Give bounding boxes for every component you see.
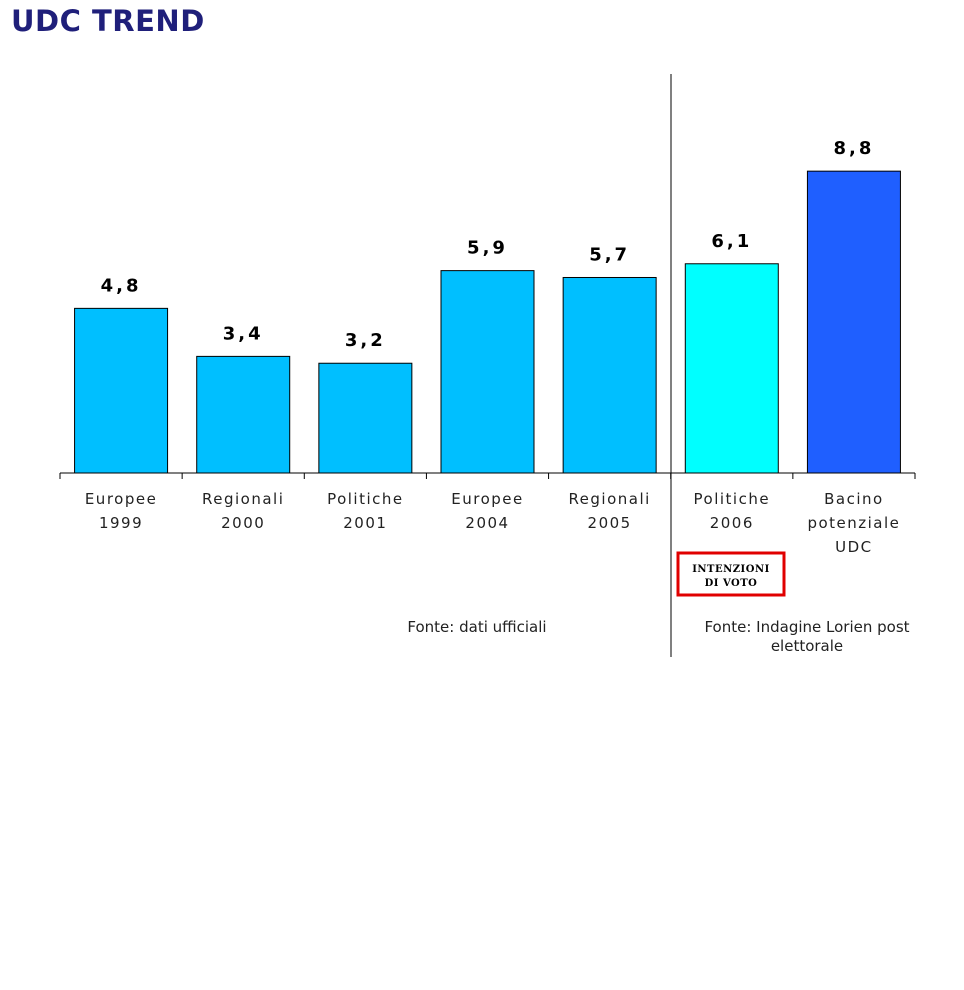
x-tick-label: 2000 [221,514,265,532]
x-tick-label: Bacino [824,490,884,508]
bar [318,362,413,474]
bar [806,170,901,474]
x-tick-label: 2006 [710,514,754,532]
x-tick-label: UDC [835,538,873,556]
source-official: Fonte: dati ufficiali [407,618,546,636]
intention-badge-line-2: DI VOTO [705,578,758,589]
data-label: 3,2 [345,330,386,351]
bar [684,263,779,474]
labels-layer: 4,8 Europee 1999 3,4 Regionali 2000 3,2 Politic… [85,138,900,556]
intention-badge-frame [676,551,786,597]
x-tick-label: 1999 [99,514,143,532]
x-tick-label: Politiche [694,490,771,508]
source-survey-line-2: elettorale [771,637,843,655]
source-survey-line-1: Fonte: Indagine Lorien post [704,618,909,636]
data-label: 5,9 [467,238,508,259]
x-tick-label: Regionali [202,490,284,508]
data-label: 5,7 [589,244,630,265]
x-tick-label: 2001 [343,514,387,532]
data-label: 3,4 [223,323,264,344]
x-tick-label: 2005 [588,514,632,532]
data-label: 4,8 [101,275,142,296]
bar [74,307,169,474]
bar [440,270,535,474]
x-tick-label: potenziale [807,514,900,532]
bar [562,276,657,474]
intention-badge-line-1: INTENZIONI [692,564,770,575]
bar [196,355,291,474]
x-tick-label: Regionali [568,490,650,508]
x-axis [59,472,916,479]
data-label: 6,1 [711,231,752,252]
x-tick-label: 2004 [465,514,509,532]
page-title: UDC TREND [11,4,205,38]
x-tick-label: Europee [85,490,157,508]
x-tick-label: Politiche [327,490,404,508]
x-tick-label: Europee [451,490,523,508]
bars-layer [74,170,901,474]
data-label: 8,8 [833,138,874,159]
